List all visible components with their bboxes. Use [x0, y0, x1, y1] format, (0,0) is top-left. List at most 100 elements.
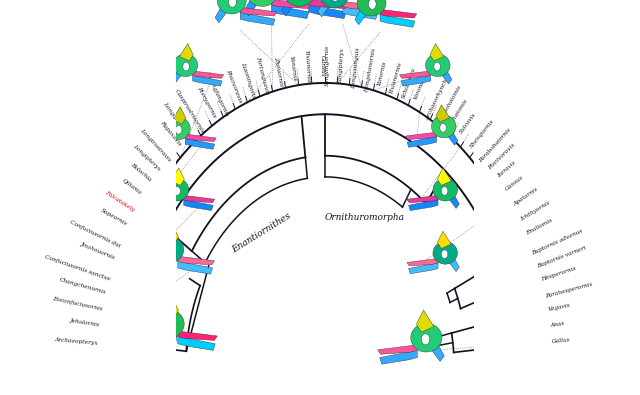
Polygon shape: [178, 331, 218, 340]
Text: Pterygornis: Pterygornis: [196, 86, 217, 118]
Text: Parahesperornis: Parahesperornis: [545, 282, 593, 299]
Polygon shape: [430, 43, 444, 61]
Text: Schizooura: Schizooura: [401, 67, 417, 100]
Polygon shape: [172, 71, 181, 84]
Text: Zhouornis: Zhouornis: [273, 56, 283, 86]
Text: Changchenornis: Changchenornis: [58, 277, 106, 295]
Polygon shape: [408, 263, 438, 274]
Text: Yixianornis: Yixianornis: [389, 62, 403, 95]
Text: Baptornis advenus: Baptornis advenus: [531, 228, 584, 256]
Text: Jeholornis: Jeholornis: [70, 318, 100, 327]
Polygon shape: [193, 75, 222, 86]
Text: Falcatakely: Falcatakely: [104, 190, 135, 213]
Text: Longipterigidae: Longipterigidae: [162, 101, 193, 143]
Text: Confuciusornis sanctus: Confuciusornis sanctus: [44, 255, 111, 282]
Ellipse shape: [284, 0, 315, 6]
Ellipse shape: [433, 242, 458, 264]
Text: Yanornis: Yanornis: [289, 55, 297, 81]
Text: Longirostravis: Longirostravis: [139, 128, 172, 163]
Polygon shape: [282, 0, 294, 16]
Text: Archaeorhynchus: Archaeorhynchus: [425, 72, 452, 121]
Polygon shape: [164, 134, 173, 147]
Circle shape: [228, 0, 236, 8]
Circle shape: [434, 62, 440, 71]
Polygon shape: [399, 71, 431, 78]
Text: Rapaxavis: Rapaxavis: [159, 120, 182, 146]
Polygon shape: [172, 107, 186, 124]
Ellipse shape: [426, 54, 450, 77]
Polygon shape: [355, 9, 367, 25]
Text: Bolochia: Bolochia: [129, 162, 152, 182]
Polygon shape: [163, 196, 172, 209]
Text: Anas: Anas: [550, 320, 564, 327]
Polygon shape: [449, 196, 460, 209]
Text: Gansus: Gansus: [320, 55, 325, 77]
Polygon shape: [185, 138, 214, 149]
Polygon shape: [401, 75, 431, 86]
Ellipse shape: [357, 0, 386, 16]
Text: Liaoningavis: Liaoningavis: [240, 62, 256, 99]
Circle shape: [183, 62, 189, 71]
Polygon shape: [407, 259, 438, 266]
Text: Songlingornis: Songlingornis: [325, 45, 330, 87]
Polygon shape: [406, 132, 436, 139]
Text: Ornithuromorpha: Ornithuromorpha: [325, 213, 405, 222]
Text: Eoconfuciusornis: Eoconfuciusornis: [52, 297, 103, 312]
Text: Sapeornis: Sapeornis: [100, 208, 128, 227]
Text: Enaliomis: Enaliomis: [525, 217, 554, 235]
Text: Archaeopteryx: Archaeopteryx: [55, 337, 99, 346]
Polygon shape: [417, 310, 434, 332]
Text: Ichthyornis: Ichthyornis: [519, 201, 551, 222]
Polygon shape: [380, 350, 417, 364]
Polygon shape: [317, 2, 330, 17]
Ellipse shape: [320, 0, 349, 8]
Circle shape: [442, 250, 448, 259]
Polygon shape: [240, 13, 275, 25]
Text: Yanornis: Yanornis: [376, 61, 387, 87]
Polygon shape: [178, 256, 214, 265]
Polygon shape: [215, 8, 227, 23]
Text: Confuciusornis dui: Confuciusornis dui: [69, 220, 122, 248]
Text: Yixianornis: Yixianornis: [304, 50, 311, 83]
Text: Piscivoravis: Piscivoravis: [225, 69, 243, 104]
Ellipse shape: [411, 323, 442, 352]
Text: Cuspirostrisornis: Cuspirostrisornis: [174, 88, 205, 134]
Ellipse shape: [173, 54, 198, 77]
Polygon shape: [408, 200, 438, 211]
Ellipse shape: [431, 115, 456, 138]
Polygon shape: [378, 345, 417, 354]
Text: Baptornis varneri: Baptornis varneri: [536, 246, 587, 269]
Text: Parabohaiornis: Parabohaiornis: [478, 127, 512, 163]
Text: Qiliania: Qiliania: [122, 177, 143, 196]
Ellipse shape: [166, 117, 190, 140]
Text: Vegavis: Vegavis: [547, 302, 571, 312]
Polygon shape: [343, 7, 378, 19]
Polygon shape: [436, 105, 450, 122]
Text: Longusunguis: Longusunguis: [351, 47, 360, 89]
Ellipse shape: [153, 309, 184, 338]
Ellipse shape: [433, 179, 458, 201]
Text: Hesperornis: Hesperornis: [541, 266, 577, 282]
Polygon shape: [271, 0, 311, 9]
Polygon shape: [171, 168, 184, 185]
Text: Dapingfangornis: Dapingfangornis: [205, 70, 230, 117]
Polygon shape: [184, 200, 213, 211]
Circle shape: [332, 0, 339, 2]
Polygon shape: [437, 231, 451, 248]
Circle shape: [166, 246, 174, 256]
Ellipse shape: [217, 0, 246, 14]
Polygon shape: [380, 9, 417, 18]
Polygon shape: [308, 0, 348, 9]
Text: Jinzhouornis: Jinzhouornis: [79, 241, 116, 260]
Polygon shape: [432, 345, 444, 361]
Text: Apatarnis: Apatarnis: [512, 187, 539, 207]
Text: Gallus: Gallus: [551, 338, 570, 344]
Text: Bohaiomis: Bohaiomis: [447, 99, 468, 128]
Polygon shape: [442, 71, 452, 84]
Circle shape: [442, 187, 448, 196]
Text: Iteravis: Iteravis: [497, 160, 517, 179]
Text: Shenqiornis: Shenqiornis: [468, 118, 495, 149]
Text: Longipteryx: Longipteryx: [132, 144, 161, 172]
Text: Longipteryx: Longipteryx: [338, 48, 345, 85]
Circle shape: [440, 123, 446, 132]
